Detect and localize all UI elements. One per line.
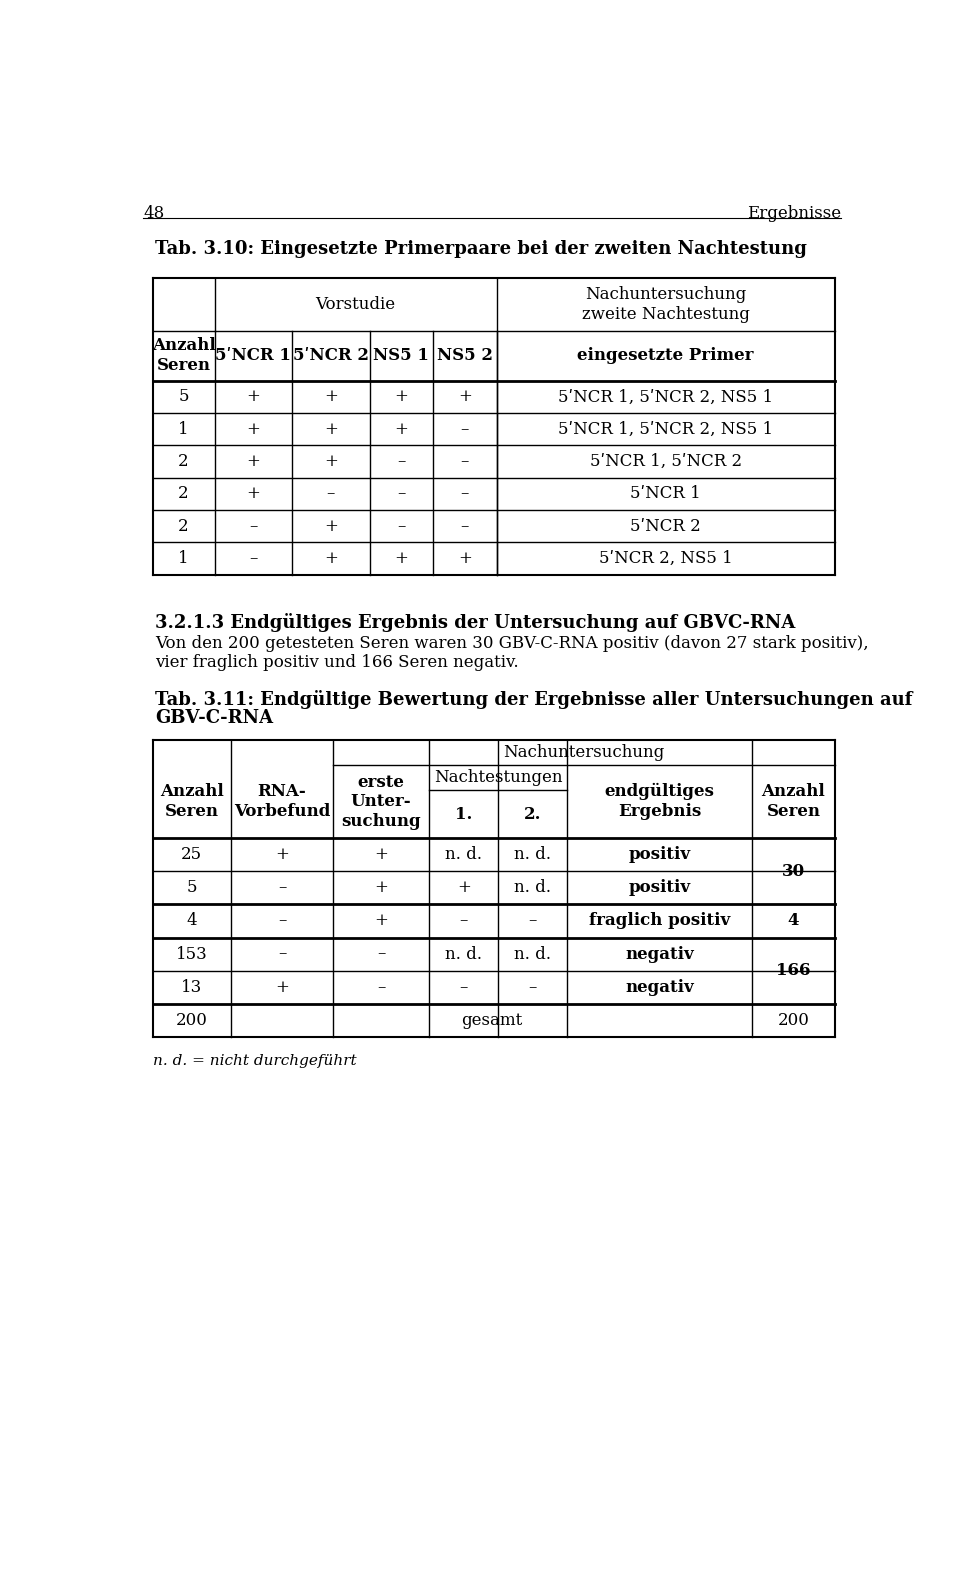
Text: negativ: negativ	[625, 979, 694, 995]
Text: 200: 200	[176, 1012, 207, 1028]
Text: +: +	[324, 517, 338, 535]
Text: RNA-
Vorbefund: RNA- Vorbefund	[234, 783, 330, 819]
Text: Anzahl
Seren: Anzahl Seren	[159, 783, 224, 819]
Text: +: +	[275, 846, 289, 864]
Text: erste
Unter-
suchung: erste Unter- suchung	[342, 774, 421, 829]
Text: 5ʹNCR 1, 5ʹNCR 2, NS5 1: 5ʹNCR 1, 5ʹNCR 2, NS5 1	[558, 389, 773, 405]
Text: n. d.: n. d.	[515, 846, 551, 864]
Text: +: +	[324, 389, 338, 405]
Text: 2: 2	[179, 452, 189, 470]
Text: 3.2.1.3 Endgültiges Ergebnis der Untersuchung auf GBVC-RNA: 3.2.1.3 Endgültiges Ergebnis der Untersu…	[155, 614, 795, 633]
Text: eingesetzte Primer: eingesetzte Primer	[577, 348, 754, 364]
Text: +: +	[374, 913, 388, 930]
Text: 5ʹNCR 1: 5ʹNCR 1	[215, 348, 291, 364]
Text: n. d.: n. d.	[445, 946, 482, 962]
Text: 5: 5	[186, 880, 197, 897]
Text: +: +	[324, 551, 338, 568]
Text: 13: 13	[181, 979, 203, 995]
Text: n. d.: n. d.	[445, 846, 482, 864]
Text: 5ʹNCR 2: 5ʹNCR 2	[293, 348, 369, 364]
Text: NS5 1: NS5 1	[373, 348, 429, 364]
Text: endgültiges
Ergebnis: endgültiges Ergebnis	[605, 783, 715, 819]
Text: Nachuntersuchung: Nachuntersuchung	[503, 744, 664, 761]
Text: Vorstudie: Vorstudie	[316, 296, 396, 313]
Text: 5ʹNCR 1, 5ʹNCR 2: 5ʹNCR 1, 5ʹNCR 2	[589, 452, 742, 470]
Text: +: +	[458, 389, 471, 405]
Text: –: –	[277, 946, 286, 962]
Text: 48: 48	[143, 206, 164, 221]
Text: 4: 4	[788, 913, 800, 930]
Text: 30: 30	[781, 862, 805, 880]
Text: –: –	[461, 421, 469, 438]
Text: NS5 2: NS5 2	[437, 348, 492, 364]
Text: positiv: positiv	[629, 880, 691, 897]
Text: –: –	[377, 946, 385, 962]
Text: –: –	[461, 517, 469, 535]
Text: 5ʹNCR 1: 5ʹNCR 1	[630, 486, 701, 503]
Text: negativ: negativ	[625, 946, 694, 962]
Text: +: +	[374, 846, 388, 864]
Text: –: –	[377, 979, 385, 995]
Text: Anzahl
Seren: Anzahl Seren	[152, 337, 215, 373]
Text: +: +	[324, 421, 338, 438]
Text: +: +	[457, 880, 470, 897]
Text: Tab. 3.10: Eingesetzte Primerpaare bei der zweiten Nachtestung: Tab. 3.10: Eingesetzte Primerpaare bei d…	[155, 240, 806, 258]
Text: +: +	[395, 421, 408, 438]
Text: positiv: positiv	[629, 846, 691, 864]
Text: Nachuntersuchung
zweite Nachtestung: Nachuntersuchung zweite Nachtestung	[582, 286, 750, 323]
Text: +: +	[395, 551, 408, 568]
Text: 2: 2	[179, 486, 189, 503]
Text: –: –	[460, 979, 468, 995]
Text: +: +	[247, 389, 260, 405]
Text: –: –	[397, 486, 405, 503]
Text: 5: 5	[179, 389, 189, 405]
Text: +: +	[247, 421, 260, 438]
Text: Von den 200 getesteten Seren waren 30 GBV-C-RNA positiv (davon 27 stark positiv): Von den 200 getesteten Seren waren 30 GB…	[155, 634, 869, 671]
Text: +: +	[275, 979, 289, 995]
Text: –: –	[249, 551, 257, 568]
Text: –: –	[461, 452, 469, 470]
Text: –: –	[461, 486, 469, 503]
Text: +: +	[324, 452, 338, 470]
Text: 200: 200	[778, 1012, 809, 1028]
Text: n. d.: n. d.	[515, 946, 551, 962]
Text: –: –	[326, 486, 335, 503]
Text: –: –	[277, 880, 286, 897]
Text: 1: 1	[179, 421, 189, 438]
Text: 25: 25	[181, 846, 203, 864]
Text: –: –	[397, 452, 405, 470]
Text: Nachtestungen: Nachtestungen	[434, 769, 563, 786]
Text: 166: 166	[777, 962, 811, 979]
Text: 1.: 1.	[455, 805, 472, 823]
Text: 5ʹNCR 2: 5ʹNCR 2	[630, 517, 701, 535]
Text: +: +	[374, 880, 388, 897]
Text: –: –	[397, 517, 405, 535]
Text: +: +	[247, 452, 260, 470]
Text: 2.: 2.	[524, 805, 541, 823]
Text: gesamt: gesamt	[461, 1012, 522, 1028]
Text: 5ʹNCR 2, NS5 1: 5ʹNCR 2, NS5 1	[599, 551, 732, 568]
Text: n. d. = nicht durchgeführt: n. d. = nicht durchgeführt	[153, 1054, 356, 1068]
Text: –: –	[277, 913, 286, 930]
Text: Tab. 3.11: Endgültige Bewertung der Ergebnisse aller Untersuchungen auf: Tab. 3.11: Endgültige Bewertung der Erge…	[155, 690, 912, 709]
Text: n. d.: n. d.	[515, 880, 551, 897]
Text: –: –	[529, 979, 537, 995]
Text: 2: 2	[179, 517, 189, 535]
Text: –: –	[249, 517, 257, 535]
Text: 1: 1	[179, 551, 189, 568]
Text: GBV-C-RNA: GBV-C-RNA	[155, 709, 273, 726]
Text: +: +	[458, 551, 471, 568]
Text: fraglich positiv: fraglich positiv	[589, 913, 731, 930]
Text: Anzahl
Seren: Anzahl Seren	[761, 783, 826, 819]
Text: +: +	[247, 486, 260, 503]
Text: Ergebnisse: Ergebnisse	[747, 206, 841, 221]
Text: 5ʹNCR 1, 5ʹNCR 2, NS5 1: 5ʹNCR 1, 5ʹNCR 2, NS5 1	[558, 421, 773, 438]
Text: –: –	[529, 913, 537, 930]
Text: 4: 4	[186, 913, 197, 930]
Text: –: –	[460, 913, 468, 930]
Text: +: +	[395, 389, 408, 405]
Text: 153: 153	[176, 946, 207, 962]
